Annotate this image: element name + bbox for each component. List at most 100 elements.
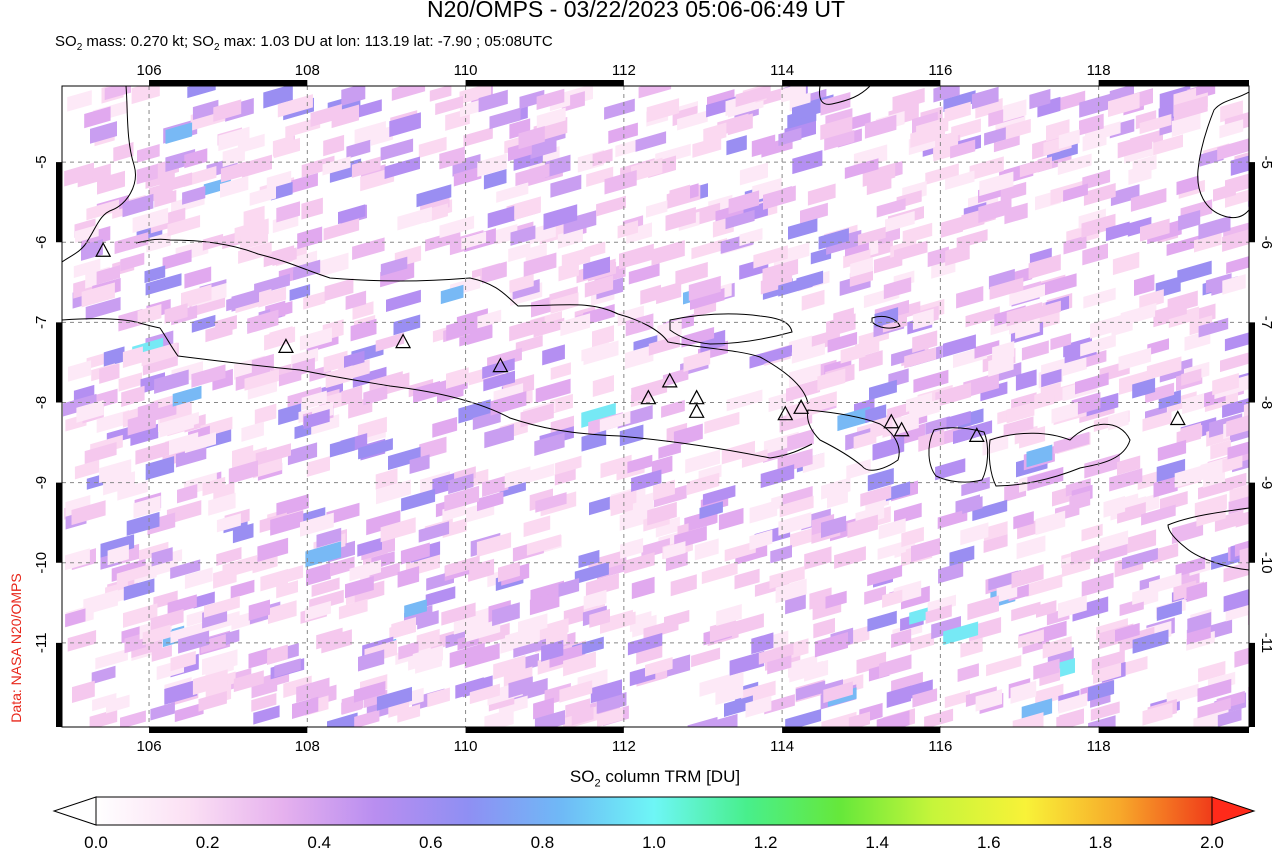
so2-pixel <box>687 472 720 496</box>
so2-pixel <box>341 86 366 106</box>
so2-pixel <box>151 644 172 662</box>
so2-pixel <box>610 498 633 517</box>
so2-pixel <box>478 89 508 113</box>
so2-pixel <box>683 350 711 372</box>
so2-pixel <box>169 411 199 432</box>
so2-pixel <box>120 252 145 272</box>
so2-pixel <box>600 454 632 479</box>
so2-pixel <box>432 416 458 438</box>
so2-pixel <box>945 170 975 191</box>
so2-pixel <box>763 185 796 210</box>
so2-pixel <box>1197 697 1231 719</box>
so2-pixel <box>316 627 343 650</box>
so2-pixel <box>536 88 565 111</box>
so2-pixel <box>685 449 721 474</box>
so2-pixel <box>1122 529 1157 555</box>
so2-pixel <box>681 327 715 348</box>
so2-pixel <box>909 605 934 625</box>
so2-pixel <box>167 594 197 616</box>
so2-pixel <box>401 488 436 512</box>
so2-pixel <box>821 515 847 538</box>
so2-pixel <box>844 158 879 179</box>
so2-pixel <box>827 486 848 509</box>
so2-pixel <box>458 399 491 424</box>
so2-pixel <box>416 628 440 652</box>
so2-pixel <box>242 154 273 178</box>
so2-pixel <box>1152 542 1179 564</box>
so2-pixel <box>1080 334 1116 357</box>
so2-pixel <box>226 290 259 312</box>
so2-pixel <box>589 608 610 628</box>
so2-pixel <box>170 621 206 644</box>
so2-pixel <box>122 346 143 368</box>
so2-pixel <box>351 156 381 178</box>
so2-pixel <box>519 89 545 110</box>
so2-pixel <box>463 127 493 147</box>
so2-pixel <box>523 252 557 277</box>
so2-pixel <box>619 424 644 447</box>
so2-pixel <box>418 136 447 159</box>
so2-pixel <box>277 94 313 118</box>
sumbawa-island <box>988 423 1131 487</box>
so2-pixel <box>691 238 728 260</box>
lat-tick-label-left: -7 <box>33 316 50 329</box>
so2-pixel <box>729 650 765 676</box>
so2-pixel <box>75 224 99 243</box>
so2-pixel <box>164 679 198 705</box>
so2-pixel <box>1041 368 1062 388</box>
colorbar-tick-label: 0.0 <box>84 833 108 852</box>
so2-pixel <box>1038 620 1067 644</box>
so2-pixel <box>563 651 596 677</box>
so2-pixel <box>292 696 319 719</box>
so2-pixel <box>635 131 667 152</box>
so2-pixel <box>869 379 897 401</box>
so2-pixel <box>175 445 207 468</box>
so2-pixel <box>937 509 968 530</box>
so2-pixel <box>469 683 500 705</box>
so2-pixel <box>220 175 249 198</box>
so2-pixel <box>325 365 353 389</box>
frame-tick-bar <box>1249 642 1255 727</box>
so2-pixel <box>1132 629 1169 654</box>
colorbar-tick-label: 1.2 <box>754 833 778 852</box>
so2-pixel <box>273 137 300 159</box>
so2-pixel <box>439 146 465 170</box>
so2-pixel <box>1063 183 1088 202</box>
so2-pixel <box>918 429 945 452</box>
so2-pixel <box>172 385 202 407</box>
so2-pixel <box>388 446 421 471</box>
so2-pixel <box>1026 444 1053 468</box>
so2-pixel <box>762 258 799 284</box>
so2-pixel <box>170 650 196 672</box>
colorbar-tick-label: 1.6 <box>977 833 1001 852</box>
so2-pixel <box>174 702 204 723</box>
so2-pixel <box>626 222 653 244</box>
so2-pixel <box>255 443 291 466</box>
so2-pixel <box>638 86 672 99</box>
frame-tick-bar <box>56 642 62 727</box>
so2-pixel <box>1166 234 1203 256</box>
map-title: N20/OMPS - 03/22/2023 05:06-06:49 UT <box>426 0 846 22</box>
so2-pixel <box>734 613 764 636</box>
so2-pixel <box>455 677 484 699</box>
so2-pixel <box>779 495 814 518</box>
so2-pixel <box>1205 273 1232 294</box>
frame-ticks <box>56 80 1255 733</box>
gridlines <box>62 86 1249 727</box>
volcano-triangle-icon <box>1169 410 1186 426</box>
so2-pixel <box>778 127 802 146</box>
frame-tick-bar <box>1098 80 1249 86</box>
so2-pixel <box>1053 431 1090 455</box>
so2-pixel <box>554 468 576 486</box>
so2-pixel <box>1036 600 1057 618</box>
so2-pixel <box>1012 712 1044 727</box>
so2-pixel <box>201 634 226 654</box>
volcano-triangle-icon <box>661 372 678 388</box>
so2-pixel <box>530 136 557 159</box>
lat-tick-label-right: -11 <box>1258 633 1272 654</box>
so2-pixel <box>67 630 97 652</box>
so2-pixel <box>850 257 873 278</box>
volcano-triangle-icon <box>277 338 294 354</box>
so2-pixel <box>760 464 795 489</box>
so2-pixel <box>1057 153 1092 176</box>
